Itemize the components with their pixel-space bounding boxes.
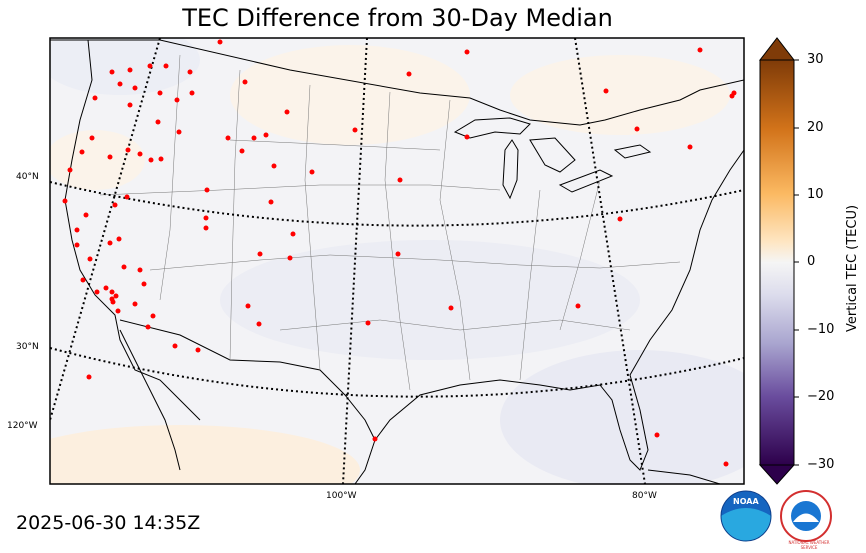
latitude-40 [50, 181, 744, 227]
colorbar-label: Vertical TEC (TECU) [845, 204, 860, 332]
gulf-east-coastline [374, 149, 744, 471]
lon-label-100w: 100°W [326, 491, 357, 501]
nws-logo-text: NATIONAL WEATHER SERVICE [788, 540, 830, 550]
colorbar [758, 37, 799, 485]
lake-huron [529, 137, 576, 173]
mexico-gulf-coast [354, 439, 376, 484]
tec-field [50, 38, 744, 484]
longitude-80 [574, 38, 646, 484]
lat-label-40n: 40°N [16, 172, 39, 182]
noaa-logo [720, 490, 772, 542]
colorbar-tick-neg30: −30 [807, 457, 835, 472]
lat-label-30n: 30°N [16, 342, 39, 352]
nws-logo [780, 490, 832, 542]
lake-erie [558, 169, 614, 193]
lon-label-120w: 120°W [7, 421, 38, 431]
positive-anomaly-west [50, 130, 145, 190]
map-title: TEC Difference from 30-Day Median [182, 4, 613, 32]
colorbar-tick-0: 0 [807, 254, 816, 269]
colorbar-tick-neg10: −10 [807, 322, 835, 337]
noaa-logo-text: NOAA [733, 497, 759, 506]
lake-michigan [502, 139, 519, 200]
map-frame [49, 37, 745, 485]
us-mexico-border [119, 319, 376, 441]
negative-anomaly-central [220, 240, 640, 360]
latitude-30 [50, 347, 744, 398]
lon-label-80w: 80°W [632, 491, 657, 501]
state-borders [99, 54, 681, 391]
negative-anomaly-northwest [50, 38, 200, 95]
colorbar-tick-30: 30 [807, 52, 824, 67]
lake-superior [453, 117, 531, 139]
baja-coastline [119, 329, 181, 471]
colorbar-tick-10: 10 [807, 187, 824, 202]
positive-anomaly-north [230, 45, 470, 145]
positive-anomaly-southwest [50, 425, 360, 484]
cuba-coastline [647, 469, 721, 484]
longitude-120 [50, 38, 161, 421]
us-canada-border [50, 39, 744, 126]
lake-ontario [613, 144, 652, 159]
graticule [50, 38, 744, 484]
colorbar-tick-20: 20 [807, 120, 824, 135]
observation-stations [62, 39, 737, 467]
timestamp: 2025-06-30 14:35Z [16, 512, 201, 534]
west-coastline [64, 39, 201, 421]
negative-anomaly-southeast [500, 350, 744, 484]
positive-anomaly-northeast [510, 55, 730, 135]
colorbar-tick-neg20: −20 [807, 389, 835, 404]
